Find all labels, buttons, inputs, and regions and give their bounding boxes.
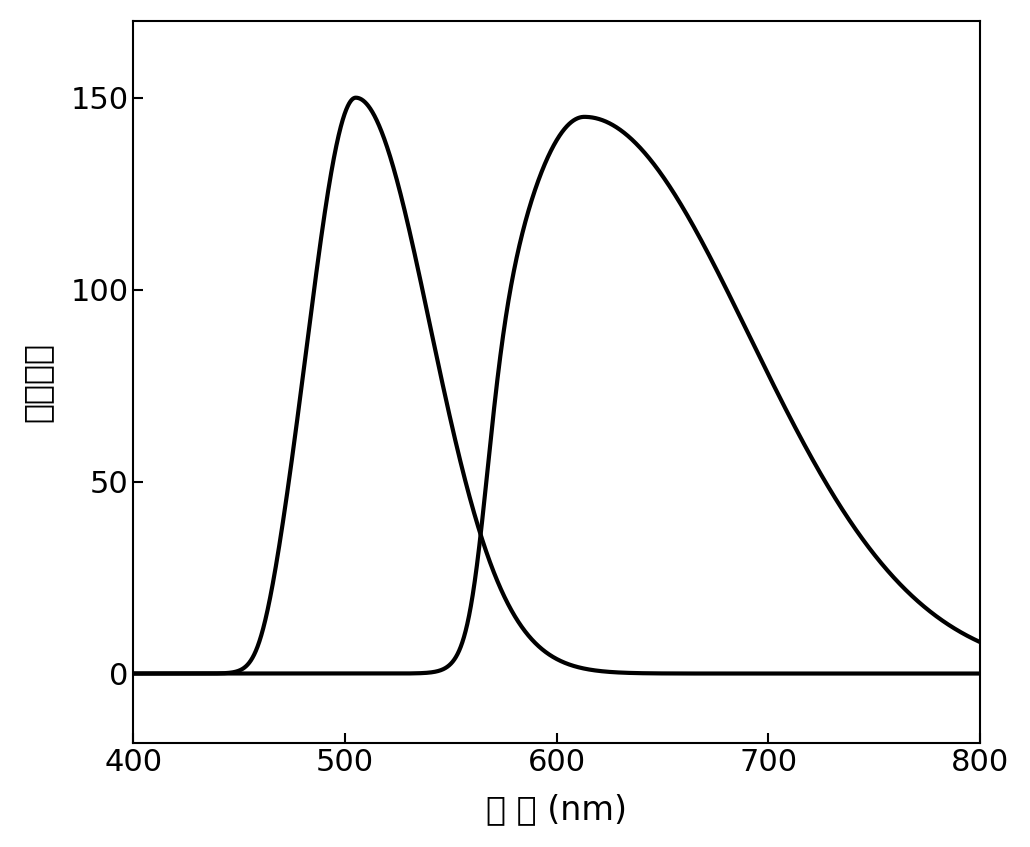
X-axis label: 波 长 (nm): 波 长 (nm)	[486, 793, 627, 826]
Y-axis label: 荧光强度: 荧光强度	[21, 341, 54, 422]
